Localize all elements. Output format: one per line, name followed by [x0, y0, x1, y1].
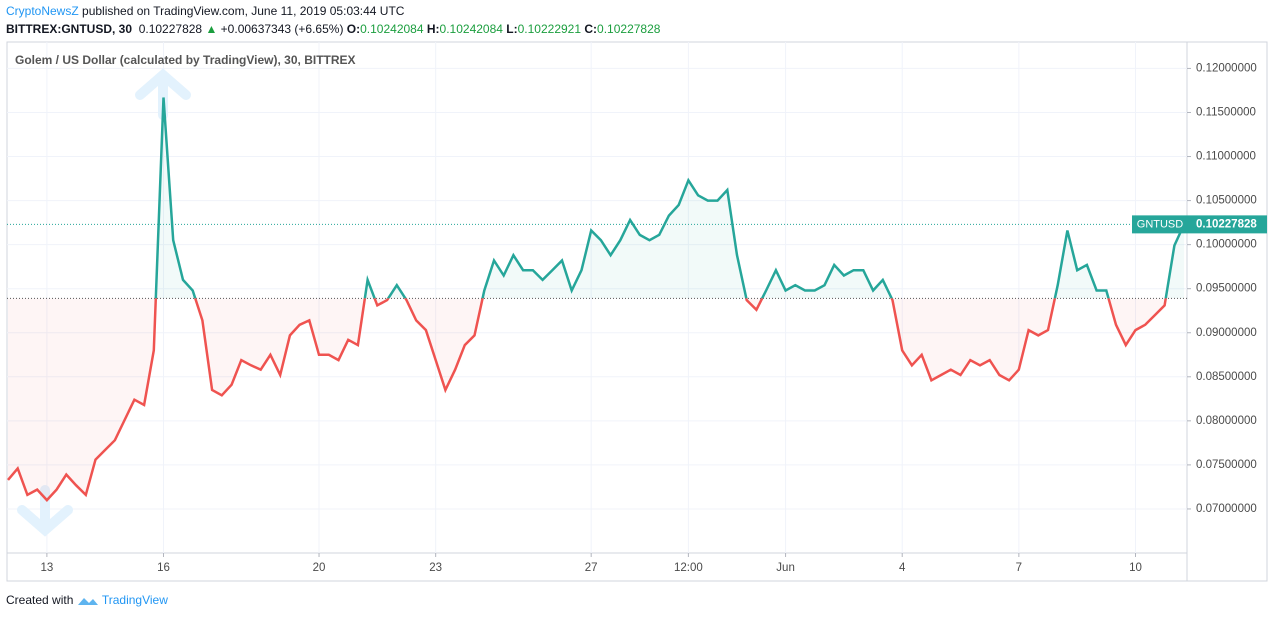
chart: Golem / US Dollar (calculated by Trading… [6, 41, 1268, 582]
value: 0.10222921 [517, 22, 582, 36]
brand[interactable]: TradingView [101, 593, 168, 607]
value: 0.10242084 [360, 22, 424, 36]
chart-title: Golem / US Dollar (calculated by Trading… [15, 53, 356, 67]
author[interactable]: CryptoNewsZ [6, 4, 79, 18]
series-name: GNTUSD [1137, 218, 1184, 230]
y-tick-label: 0.11000000 [1196, 151, 1256, 163]
published: published on TradingView.com, June 11, 2… [82, 4, 405, 18]
x-tick-label: 10 [1129, 562, 1142, 574]
x-tick-label: 27 [585, 562, 598, 574]
y-tick-label: 0.10500000 [1196, 195, 1257, 207]
y-tick-label: 0.07000000 [1196, 503, 1257, 515]
x-tick-label: 7 [1016, 562, 1022, 574]
x-tick-label: 23 [429, 562, 442, 574]
label: L: [506, 22, 518, 36]
price-tag [1132, 215, 1267, 234]
ohlc-line: BITTREX:GNTUSD, 30 0.10227828 ▲ +0.00637… [6, 22, 660, 36]
y-tick-label: 0.08500000 [1196, 371, 1257, 383]
x-tick-label: 13 [40, 562, 53, 574]
value: 0.10242084 [439, 22, 503, 36]
label: H: [426, 22, 440, 36]
last-price-label: 0.10227828 [1196, 218, 1257, 230]
y-tick-label: 0.09500000 [1196, 283, 1257, 295]
price-line-down [7, 298, 1168, 502]
label: O: [346, 22, 361, 36]
x-tick-label: 20 [313, 562, 326, 574]
y-tick-label: 0.11500000 [1196, 107, 1256, 119]
created: Created with [6, 593, 74, 607]
y-tick-label: 0.07500000 [1196, 459, 1257, 471]
x-tick-label: 4 [899, 562, 906, 574]
y-tick-label: 0.12000000 [1196, 62, 1257, 74]
symbol: BITTREX:GNTUSD, 30 [6, 22, 133, 36]
arrow: ▲ [205, 22, 218, 36]
y-tick-label: 0.08000000 [1196, 415, 1257, 427]
value: 0.10227828 [597, 22, 661, 36]
label: C: [584, 22, 598, 36]
price: 0.10227828 [138, 22, 203, 36]
y-tick-label: 0.09000000 [1196, 327, 1257, 339]
change: +0.00637343 (+6.65%) [220, 22, 344, 36]
price-line-up [154, 97, 1186, 299]
logo [77, 597, 98, 605]
footer: Created with TradingView [6, 593, 168, 607]
area-up [8, 97, 1185, 299]
x-tick-label: 16 [157, 562, 170, 574]
x-tick-label: 12:00 [674, 562, 703, 574]
frame [6, 41, 1268, 582]
y-tick-label: 0.10000000 [1196, 239, 1257, 251]
header-line: CryptoNewsZ published on TradingView.com… [6, 4, 404, 18]
x-tick-label: Jun [776, 562, 795, 574]
